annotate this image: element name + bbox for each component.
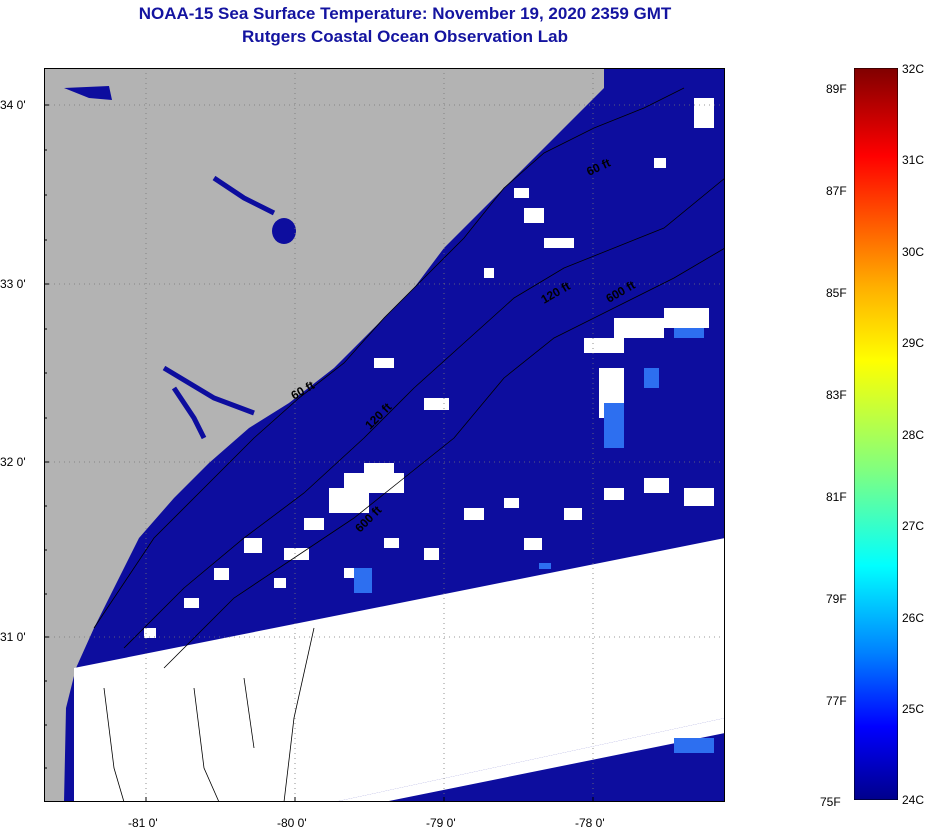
lon-tick-label: -78 0' bbox=[575, 816, 605, 830]
colorbar-gradient bbox=[854, 68, 898, 800]
depth-contours bbox=[93, 87, 725, 802]
colorbar-f-label: 79F bbox=[826, 592, 847, 606]
lake bbox=[272, 218, 296, 244]
colorbar bbox=[854, 68, 898, 800]
colorbar-f-label: 77F bbox=[826, 694, 847, 708]
lat-tick-label: 33 0' bbox=[0, 277, 26, 291]
graticule bbox=[44, 68, 725, 802]
colorbar-c-label: 28C bbox=[902, 428, 925, 442]
lon-tick-label: -79 0' bbox=[426, 816, 456, 830]
sst-map: 60 ft 120 ft 600 ft 60 ft 120 ft 600 ft bbox=[44, 68, 725, 802]
warm-water-patch bbox=[354, 328, 714, 753]
river bbox=[162, 175, 276, 440]
colorbar-c-label: 32C bbox=[902, 62, 925, 76]
colorbar-f-label: 81F bbox=[826, 490, 847, 504]
lat-tick-label: 32 0' bbox=[0, 455, 26, 469]
lat-tick-label: 34 0' bbox=[0, 98, 26, 112]
no-data-strip bbox=[334, 718, 725, 802]
map-subtitle: Rutgers Coastal Ocean Observation Lab bbox=[242, 27, 568, 46]
colorbar-f-label: 83F bbox=[826, 388, 847, 402]
inland-water bbox=[64, 86, 112, 100]
colorbar-c-label: 25C bbox=[902, 702, 925, 716]
colorbar-c-label: 26C bbox=[902, 611, 925, 625]
lon-tick-label: -80 0' bbox=[277, 816, 307, 830]
colorbar-c-label: 31C bbox=[902, 153, 925, 167]
map-title: NOAA-15 Sea Surface Temperature: Novembe… bbox=[138, 4, 672, 23]
colorbar-f-label: 75F bbox=[820, 795, 841, 809]
colorbar-f-label: 85F bbox=[826, 286, 847, 300]
lat-tick-label: 31 0' bbox=[0, 630, 26, 644]
colorbar-f-label: 89F bbox=[826, 82, 847, 96]
colorbar-c-label: 30C bbox=[902, 245, 925, 259]
colorbar-f-label: 87F bbox=[826, 184, 847, 198]
colorbar-c-label: 24C bbox=[902, 793, 925, 807]
no-data-swath bbox=[74, 538, 725, 802]
lon-tick-label: -81 0' bbox=[128, 816, 158, 830]
map-frame bbox=[44, 68, 725, 802]
colorbar-c-label: 27C bbox=[902, 519, 925, 533]
colorbar-c-label: 29C bbox=[902, 336, 925, 350]
cloud-speckle bbox=[144, 98, 714, 638]
